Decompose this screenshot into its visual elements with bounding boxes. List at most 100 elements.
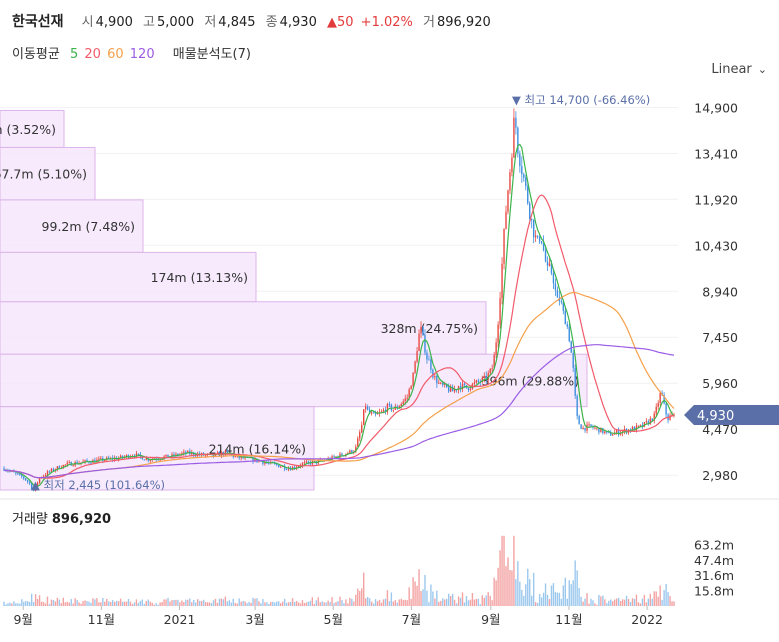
volume-bar [110,602,112,606]
volume-bar [165,599,167,606]
volume-bar [574,560,576,606]
candle-body [562,301,565,311]
candle-body [98,458,100,460]
candle-body [481,377,483,382]
volume-bar [600,596,602,606]
volume-bar [388,601,391,606]
ma60-label[interactable]: 60 [107,47,124,62]
scale-dropdown[interactable]: Linear ⌄ [711,62,767,77]
chevron-down-icon: ⌄ [757,63,767,76]
volume-bar [307,601,310,606]
candle-body [264,462,266,464]
volume-bar [621,599,624,606]
volume-bar [283,598,286,606]
candle-body [570,341,572,353]
moving-average-label[interactable]: 이동평균 [12,47,60,62]
volume-bar [285,602,288,606]
volume-profile-label: 67.7m (5.10%) [0,167,87,182]
volume-bar [483,597,485,606]
volume-bar [457,596,460,606]
volume-bar [264,602,266,606]
volume-bar [34,594,37,606]
candle-body [303,462,306,464]
y-tick-label: 7,450 [702,330,738,345]
volume-tick-label: 31.6m [694,568,734,583]
change-percent: +1.02% [360,15,413,30]
volume-bar [82,601,84,606]
max-price-annotation: ▼ 최고 14,700 (-66.46%) [512,93,650,107]
candle-body [602,427,604,434]
volume-bar [637,602,640,606]
volume-profile: 46.6m (3.52%) 67.7m (5.10%) 99.2m (7.48%) 1… [0,109,588,491]
candle-body [424,335,426,353]
volume-bar [321,601,323,606]
volume-bar [463,602,466,606]
volume-bar [627,599,630,606]
volume-bar [200,601,203,606]
volume-bar [301,600,304,606]
candle-body [301,463,304,466]
volume-bar [491,600,493,606]
candle-body [451,386,454,392]
volume-bar [370,601,373,606]
volume-bar [378,599,381,606]
candle-body [416,351,418,362]
volume-profile-toggle[interactable]: 매물분석도(7) [172,47,251,62]
volume-bar [175,599,177,606]
volume-bar [70,599,72,606]
volume-bar [497,567,499,606]
candle-body [121,455,124,458]
candle-body [38,478,41,483]
volume-bar [590,598,592,606]
candle-body [305,461,308,463]
candle-body [347,452,349,454]
ma20-label[interactable]: 20 [84,47,101,62]
volume-bar [343,603,345,606]
candle-body [388,403,391,405]
candle-body [426,352,428,360]
candle-body [52,468,55,471]
y-tick-label: 2,980 [702,468,738,483]
volume-bar [503,535,505,606]
candle-body [185,451,187,454]
volume-bar [196,599,199,606]
candle-body [274,463,276,465]
volume-bar [653,591,655,606]
volume-bar [347,603,349,606]
volume-bar [236,603,238,606]
volume-bar [74,598,76,606]
candle-body [15,472,17,474]
volume-bar [566,598,568,606]
ma5-label[interactable]: 5 [69,47,79,62]
volume-tick-label: 47.4m [694,553,734,568]
candle-body [50,468,53,472]
volume-bar [394,600,397,606]
candle-body [285,469,288,471]
volume-bar [250,602,252,606]
volume-bar [135,599,138,606]
volume-bar [606,603,608,606]
volume-bar [36,599,39,606]
volume-bar [380,602,383,606]
volume-bar [414,581,416,606]
volume-bar [104,601,106,606]
ma120-label[interactable]: 120 [129,47,155,62]
volume-bar [602,595,604,606]
volume-bar [396,602,399,606]
volume-bar [191,602,193,606]
volume-bar [92,598,94,606]
candle-body [90,462,92,464]
candle-body [596,427,598,429]
volume-bar [625,595,628,606]
candle-body [491,368,493,370]
volume-bar [125,601,128,606]
volume-bar [299,603,302,606]
volume-bar [127,598,130,606]
candle-body [104,459,106,461]
volume-bar [230,602,232,606]
candle-body [515,117,517,128]
volume-bar [183,602,185,606]
volume-bar [281,601,284,606]
candle-body [66,462,68,465]
